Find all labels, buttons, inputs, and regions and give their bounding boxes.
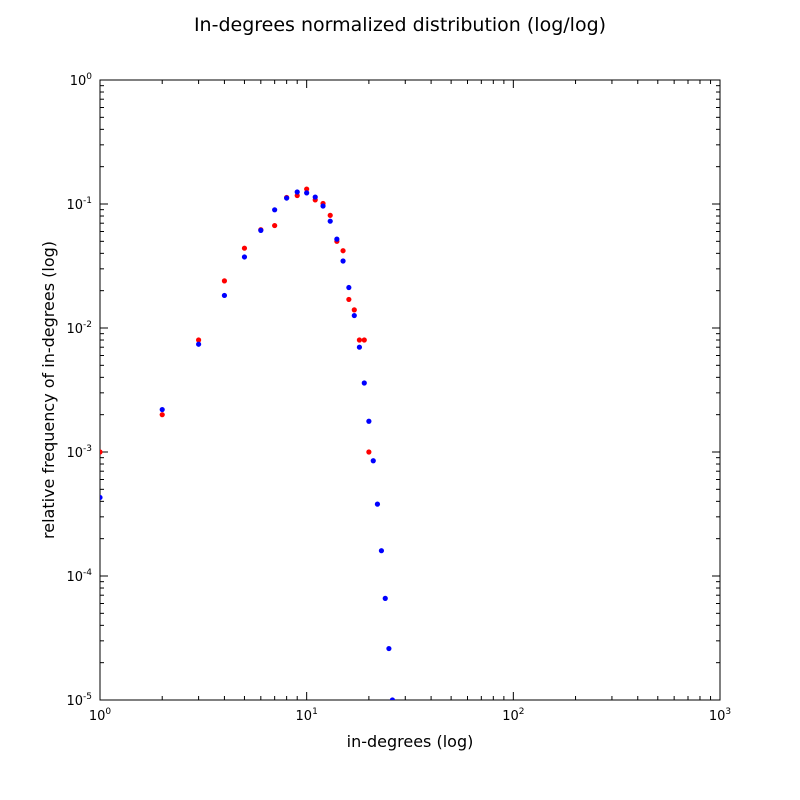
data-point-series-2 xyxy=(351,312,357,319)
data-point-series-1 xyxy=(346,296,352,303)
data-point-series-2 xyxy=(378,548,385,554)
data-point-series-2 xyxy=(386,645,392,652)
data-point-series-1 xyxy=(221,278,228,284)
x-tick-label: 102 xyxy=(502,707,524,724)
data-point-series-2 xyxy=(159,406,165,413)
y-axis-label: relative frequency of in-degrees (log) xyxy=(39,241,58,539)
data-points xyxy=(100,186,396,700)
data-point-series-1 xyxy=(304,186,310,192)
data-point-series-2 xyxy=(370,458,376,464)
data-point-series-1 xyxy=(241,245,248,251)
data-point-series-1 xyxy=(361,337,367,343)
plot-frame xyxy=(99,79,721,701)
data-point-series-1 xyxy=(356,337,363,343)
y-tick-label: 10-4 xyxy=(66,568,92,585)
data-point-series-1 xyxy=(196,337,202,343)
data-point-series-2 xyxy=(258,227,264,233)
data-point-series-1 xyxy=(100,449,103,455)
data-point-series-1 xyxy=(294,192,300,199)
data-point-series-2 xyxy=(304,190,310,196)
y-tick-label: 10-3 xyxy=(66,444,92,461)
data-point-series-1 xyxy=(272,222,278,229)
data-point-series-2 xyxy=(356,344,363,350)
data-point-series-2 xyxy=(327,218,333,224)
y-tick-label: 10-5 xyxy=(66,692,92,709)
x-tick-label: 100 xyxy=(89,707,112,724)
plot-area xyxy=(99,79,721,701)
data-point-series-2 xyxy=(100,494,103,501)
data-point-series-2 xyxy=(340,258,346,264)
x-tick-label: 101 xyxy=(296,707,318,724)
data-point-series-2 xyxy=(272,207,278,213)
data-point-series-2 xyxy=(382,595,388,601)
data-point-series-1 xyxy=(327,212,333,218)
x-axis-label: in-degrees (log) xyxy=(347,732,474,751)
y-tick-label: 10-1 xyxy=(66,196,92,213)
axis-ticks: 100 101 102 103 10-5 10-4 10-3 10-2 10-1 100 xyxy=(66,72,731,724)
data-point-series-2 xyxy=(361,380,367,386)
data-point-series-2 xyxy=(312,194,318,200)
x-tick-label: 103 xyxy=(709,707,731,724)
chart-title: In-degrees normalized distribution (log/… xyxy=(194,14,606,36)
data-point-series-1 xyxy=(340,248,346,254)
data-point-series-2 xyxy=(196,341,202,347)
data-point-series-2 xyxy=(366,418,372,424)
data-point-series-2 xyxy=(241,254,248,260)
data-point-series-1 xyxy=(366,449,372,455)
data-point-series-2 xyxy=(221,292,228,299)
y-tick-label: 10-2 xyxy=(66,320,92,337)
data-point-series-1 xyxy=(159,412,165,418)
data-point-series-2 xyxy=(334,236,340,242)
data-point-series-2 xyxy=(284,195,290,201)
data-point-series-2 xyxy=(374,501,381,507)
data-point-series-1 xyxy=(351,307,357,313)
y-tick-label: 100 xyxy=(70,72,93,89)
data-point-series-2 xyxy=(389,697,396,700)
data-point-series-2 xyxy=(346,284,352,291)
data-point-series-2 xyxy=(320,203,326,209)
data-point-series-2 xyxy=(294,189,300,195)
